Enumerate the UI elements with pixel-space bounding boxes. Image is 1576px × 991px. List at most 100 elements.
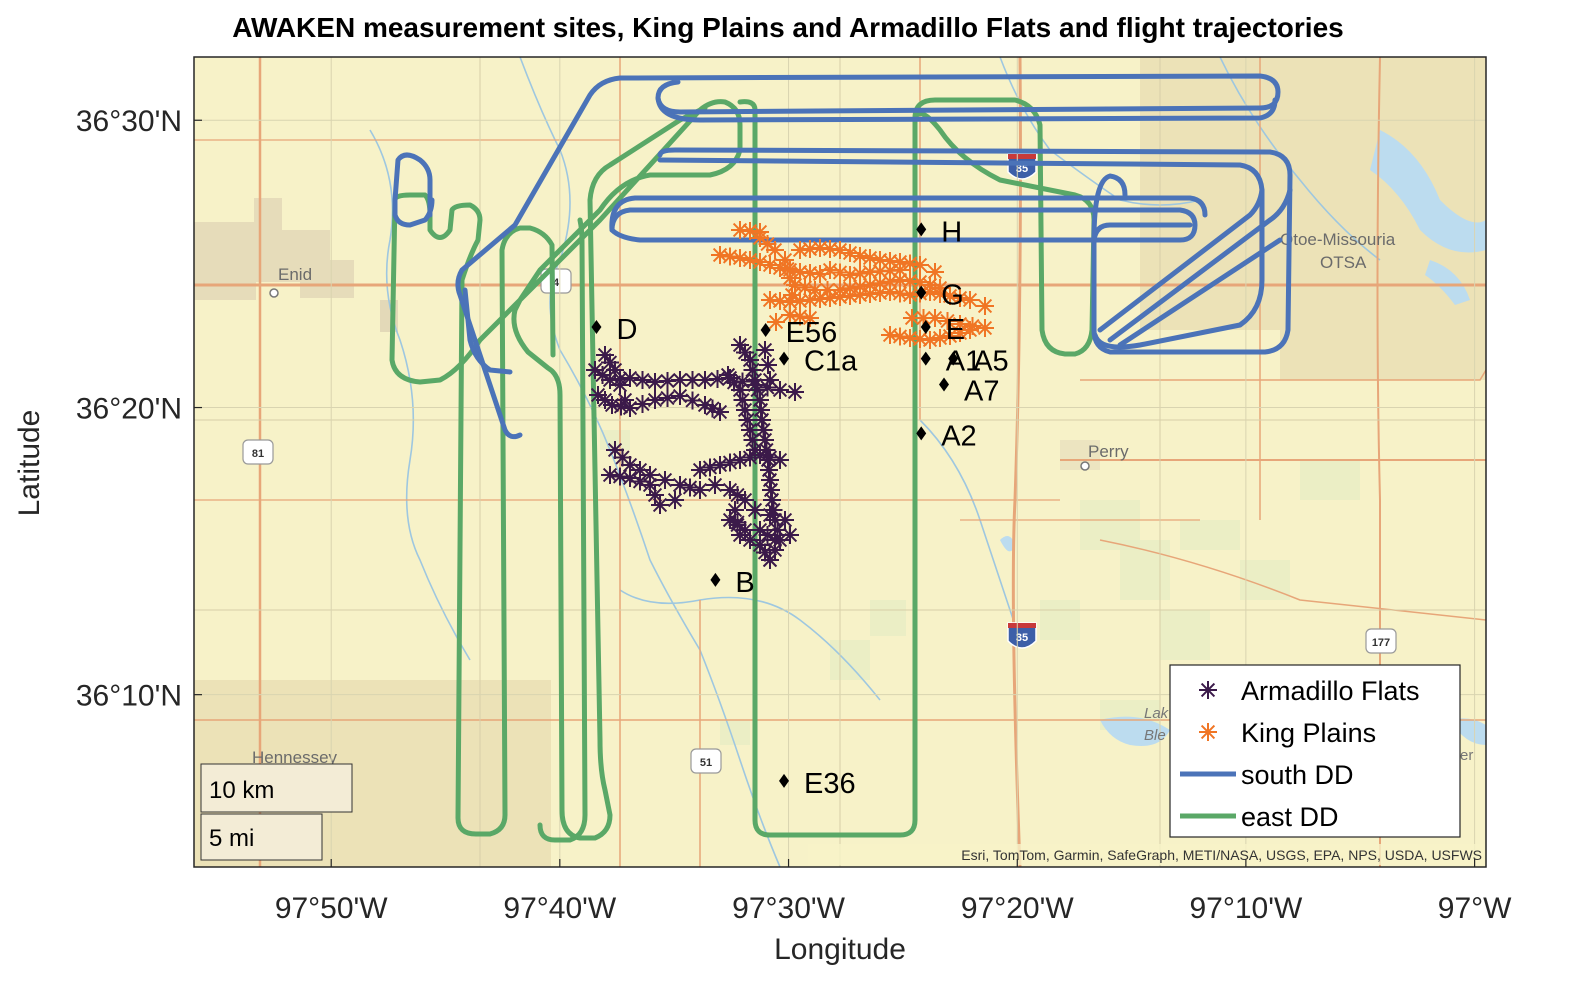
armadillo-flats-turbine [721,453,739,472]
south-dd-track [655,95,1278,123]
armadillo-flats-turbine [726,501,744,519]
armadillo-flats-turbine [721,481,739,499]
armadillo-flats-turbine [646,486,664,504]
armadillo-flats-turbine [725,373,743,392]
place-label-hennessey: Hennessey [252,748,338,767]
city-dot [269,288,279,298]
king-plains-turbine [751,253,769,271]
king-plains-turbine [781,306,799,324]
shield-number: 4 [553,277,560,289]
king-plains-turbine [766,241,784,259]
armadillo-flats-turbine [596,391,614,409]
king-plains-turbine [963,317,982,335]
site-marker-a5 [948,351,959,366]
king-plains-turbine [951,289,969,307]
armadillo-flats-turbine [601,371,619,389]
armadillo-flats-turbine [601,466,619,484]
king-plains-turbine [901,254,919,273]
king-plains-turbine [721,247,739,266]
place-label: er [1460,747,1473,764]
armadillo-flats-turbine [586,361,604,379]
king-plains-turbine [881,272,899,291]
y-tick-label: 36°10'N [76,680,182,713]
armadillo-flats-turbine [641,476,659,494]
x-tick-label: 97°W [1438,892,1512,925]
legend-entry-label: east DD [1241,802,1339,832]
armadillo-flats-turbine [681,478,699,497]
armadillo-flats-turbine [756,543,774,562]
king-plains-turbine [891,261,909,279]
king-plains-turbine [911,273,929,291]
king-plains-turbine [976,319,994,337]
armadillo-flats-turbine [771,451,789,469]
king-plains-turbine [771,292,789,310]
armadillo-flats-turbine [651,496,669,514]
armadillo-flats-turbine [766,531,784,549]
armadillo-flats-turbine [761,471,779,489]
shield-number: 35 [1016,632,1028,644]
site-marker-g [916,285,927,300]
armadillo-flats-turbine [683,391,702,410]
king-plains-turbine [761,256,779,274]
armadillo-flats-turbine [753,411,771,429]
site-label-h: H [941,216,962,248]
king-plains-turbine [711,246,729,264]
armadillo-flats-turbine [761,371,779,389]
armadillo-flats-turbine [641,466,659,484]
armadillo-flats-turbine [593,366,612,384]
route-shield-81: 81 [242,439,274,465]
king-plains-turbine [926,309,944,327]
turbine-markers [586,221,994,569]
land-parcel [870,600,906,636]
interstate-shield-icon [1007,153,1037,180]
armadillo-flats-turbine [719,366,737,384]
armadillo-flats-turbine [764,501,783,519]
site-marker-b [710,572,721,587]
king-plains-turbine [791,263,809,281]
king-plains-turbine [821,240,839,258]
legend-entry-label: south DD [1241,760,1354,790]
king-plains-turbine [831,263,849,282]
armadillo-flats-turbine [731,336,749,354]
king-plains-turbine [861,249,879,267]
king-plains-turbine [861,276,879,294]
king-plains-turbine [921,276,939,294]
armadillo-flats-turbine [776,511,794,529]
route-shield-35: 35 [1007,622,1037,649]
king-plains-turbine [891,284,909,303]
y-axis-label: Latitude [13,409,46,517]
armadillo-flats-turbine [696,396,714,414]
legend-asterisk-icon [1199,681,1217,699]
king-plains-turbine [881,283,899,301]
king-plains-turbine [731,249,749,267]
y-tick-label: 36°30'N [76,105,182,138]
king-plains-turbine [783,286,801,304]
king-plains-turbine [741,251,759,269]
site-label-d: D [616,314,637,346]
armadillo-flats-turbine [596,346,614,364]
armadillo-flats-turbine [683,371,702,389]
land-parcel [720,720,750,745]
armadillo-flats-turbine [752,401,770,419]
armadillo-flats-turbine [711,456,729,474]
armadillo-flats-turbine [748,381,767,399]
armadillo-flats-turbine [741,421,759,439]
armadillo-flats-turbine [721,511,739,529]
y-tick-label: 36°20'N [76,393,182,426]
armadillo-flats-turbine [756,341,774,359]
scale-bar-mi [200,813,323,861]
site-marker-d [591,320,602,335]
route-shield-51: 51 [690,748,722,774]
armadillo-flats-turbine [633,371,652,389]
armadillo-flats-turbine [758,526,777,544]
shield-number: 177 [1372,637,1390,649]
shield-band [1008,154,1036,159]
king-plains-turbine [796,278,814,297]
armadillo-flats-turbine [733,391,752,409]
armadillo-flats-turbine [757,441,776,459]
attribution-bg [808,844,1484,865]
king-plains-turbine [891,327,909,346]
king-plains-turbine [801,264,819,282]
king-plains-turbine [778,260,797,278]
